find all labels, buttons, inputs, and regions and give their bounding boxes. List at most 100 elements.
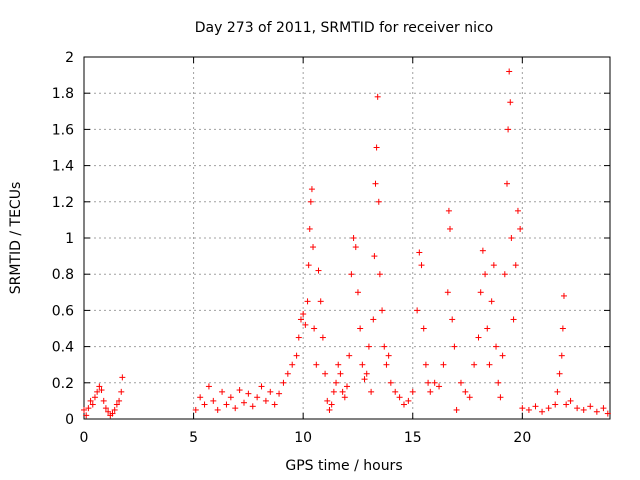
data-point — [587, 403, 594, 410]
data-point — [554, 388, 561, 395]
data-point — [245, 390, 252, 397]
data-point — [313, 361, 320, 368]
data-point — [493, 343, 500, 350]
data-point — [420, 325, 427, 332]
x-axis-label: GPS time / hours — [285, 458, 402, 474]
data-point — [453, 406, 460, 413]
y-tick-label: 0 — [65, 412, 74, 428]
data-point — [304, 298, 311, 305]
data-point — [289, 361, 296, 368]
data-point — [416, 249, 423, 256]
data-point — [232, 405, 239, 412]
data-point — [574, 405, 581, 412]
data-point — [346, 352, 353, 359]
data-point — [375, 198, 382, 205]
data-point — [94, 388, 101, 395]
data-point — [354, 289, 361, 296]
data-point — [297, 316, 304, 323]
data-point — [105, 408, 112, 415]
data-point — [440, 361, 447, 368]
data-point — [219, 388, 226, 395]
data-point — [306, 225, 313, 232]
x-tick-labels: 0 5 10 15 20 — [80, 430, 532, 446]
data-point — [422, 361, 429, 368]
data-point — [205, 383, 212, 390]
data-point — [326, 406, 333, 413]
data-point — [396, 394, 403, 401]
data-point — [405, 397, 412, 404]
data-point — [214, 406, 221, 413]
data-point — [490, 262, 497, 269]
data-point — [337, 370, 344, 377]
data-point — [307, 198, 314, 205]
data-point — [350, 235, 357, 241]
data-point — [486, 361, 493, 368]
data-point — [295, 334, 302, 341]
data-point — [113, 401, 120, 408]
data-point — [341, 394, 348, 401]
data-point — [236, 387, 243, 394]
plot-frame — [83, 56, 611, 420]
data-point — [431, 379, 438, 386]
data-point — [300, 311, 307, 318]
data-point — [370, 316, 377, 323]
data-point — [249, 403, 256, 410]
data-point — [311, 325, 318, 332]
y-axis-label: SRMTID / TECUs — [8, 182, 24, 295]
data-point — [381, 343, 388, 350]
data-point — [482, 271, 489, 278]
data-point — [414, 307, 421, 314]
data-points — [81, 68, 611, 419]
data-point — [371, 253, 378, 260]
data-point — [503, 180, 510, 187]
data-point — [449, 316, 456, 323]
data-point — [507, 99, 514, 106]
grid — [84, 57, 610, 419]
data-point — [552, 401, 559, 408]
data-point — [593, 408, 600, 415]
x-tick-label: 10 — [294, 430, 312, 446]
data-point — [479, 247, 486, 254]
data-point — [111, 406, 118, 413]
data-point — [315, 267, 322, 274]
y-tick-label: 1 — [65, 231, 74, 247]
data-point — [372, 180, 379, 187]
data-point — [471, 361, 478, 368]
data-point — [258, 383, 265, 390]
data-point — [444, 289, 451, 296]
data-point — [567, 397, 574, 404]
data-point — [197, 394, 204, 401]
data-point — [319, 334, 326, 341]
data-point — [85, 405, 92, 412]
data-point — [267, 388, 274, 395]
x-tick-label: 0 — [80, 430, 89, 446]
data-point — [96, 383, 103, 390]
data-point — [558, 352, 565, 359]
data-point — [556, 370, 563, 377]
y-tick-label: 1.2 — [52, 195, 74, 211]
data-point — [436, 383, 443, 390]
data-point — [447, 225, 454, 232]
data-point — [328, 401, 335, 408]
data-point — [240, 399, 247, 406]
data-point — [425, 379, 432, 386]
data-point — [506, 68, 513, 75]
data-point — [359, 361, 366, 368]
data-point — [227, 394, 234, 401]
data-point — [508, 235, 515, 241]
data-point — [475, 334, 482, 341]
data-point — [201, 401, 208, 408]
data-point — [91, 394, 98, 401]
data-point — [210, 397, 217, 404]
data-point — [505, 126, 512, 133]
data-point — [466, 394, 473, 401]
data-point — [357, 325, 364, 332]
data-point — [374, 93, 381, 100]
data-point — [400, 401, 407, 408]
data-point — [333, 379, 340, 386]
y-tick-label: 0.6 — [52, 303, 74, 319]
data-point — [293, 352, 300, 359]
y-tick-label: 0.8 — [52, 267, 74, 283]
data-point — [322, 370, 329, 377]
data-point — [192, 406, 199, 413]
